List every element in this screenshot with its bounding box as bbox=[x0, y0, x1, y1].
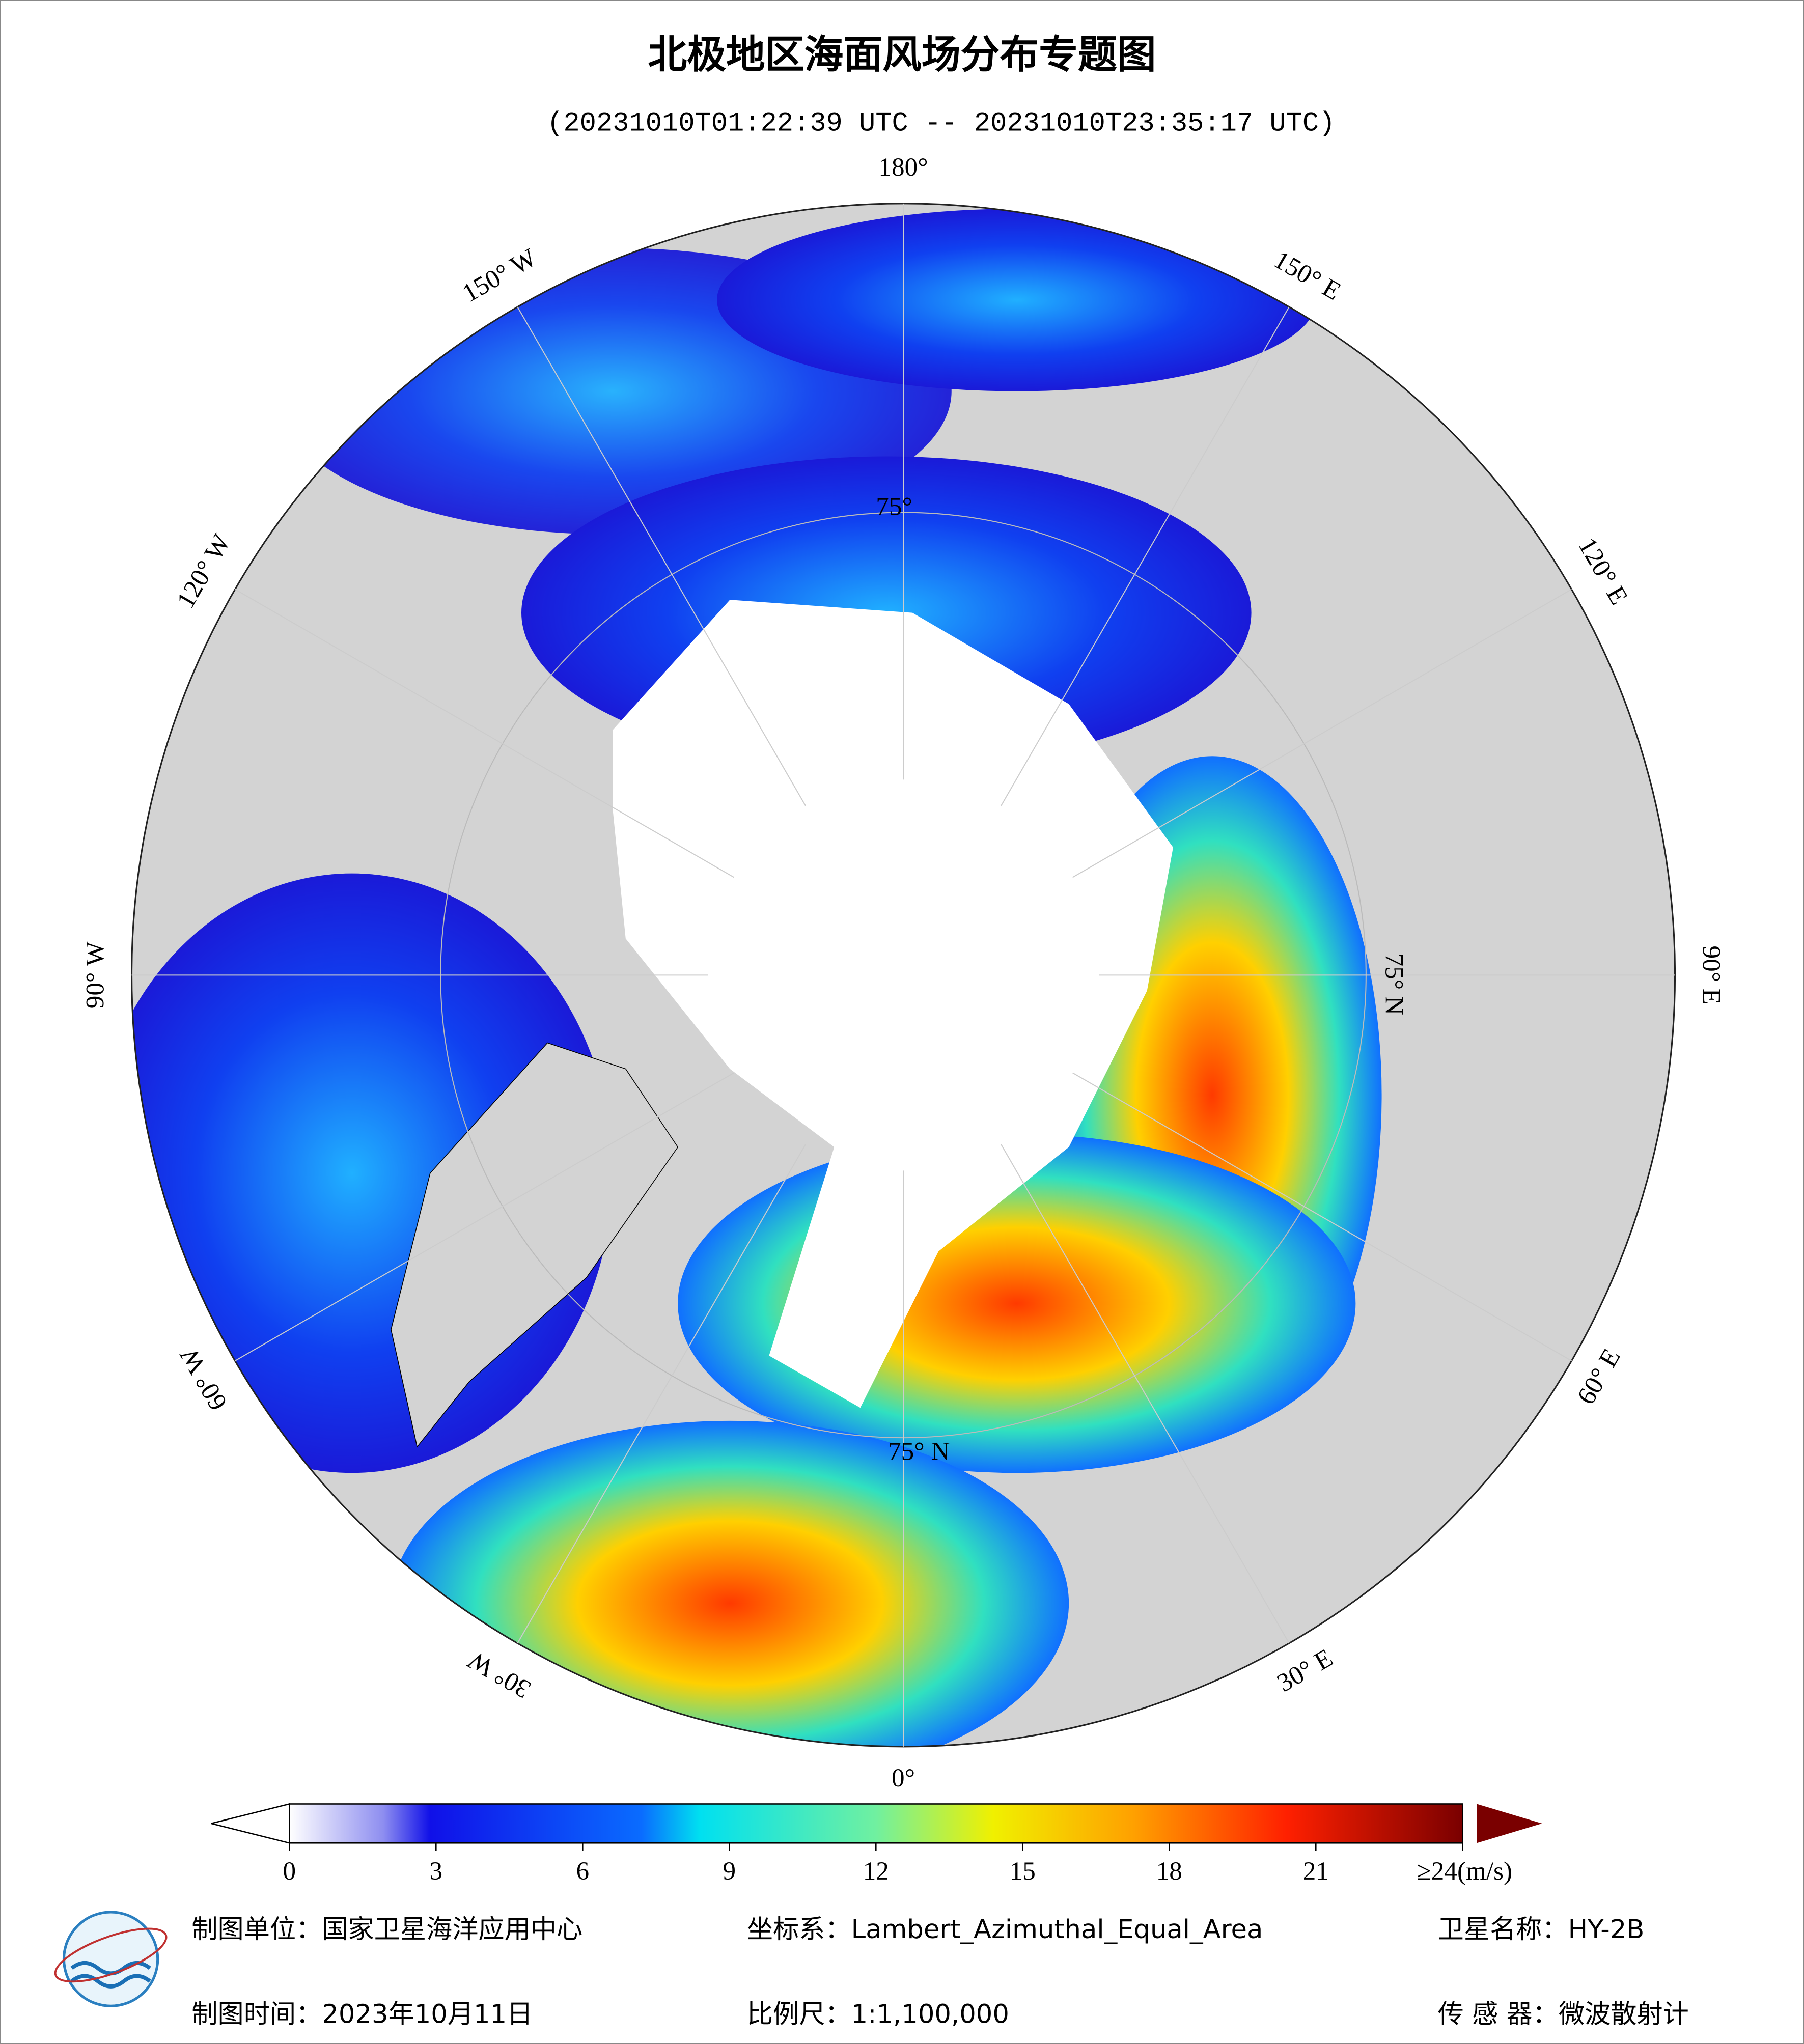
title: 北极地区海面风场分布专题图 bbox=[648, 33, 1156, 78]
meridians bbox=[131, 203, 1675, 1747]
colorbar-tick-label: 18 bbox=[1156, 1857, 1182, 1886]
wind-field bbox=[716, 209, 1317, 391]
longitude-label: 90° W bbox=[81, 941, 110, 1009]
colorbar-tick-label: ≥24(m/s) bbox=[1417, 1857, 1512, 1886]
meridian bbox=[1072, 589, 1572, 878]
longitude-label: 90° E bbox=[1697, 945, 1726, 1004]
footer-scale: 比例尺：1:1,100,000 bbox=[747, 1999, 1009, 2030]
logo bbox=[54, 1911, 168, 2007]
meridian bbox=[235, 589, 735, 878]
colorbar-tick-label: 6 bbox=[576, 1857, 590, 1886]
footer-date: 制图时间：2023年10月11日 bbox=[191, 1999, 533, 2030]
latitude-label: 75° N bbox=[888, 1437, 950, 1466]
meridian bbox=[235, 1072, 735, 1361]
meridian bbox=[1001, 306, 1290, 806]
colorbar-tick-label: 9 bbox=[723, 1857, 736, 1886]
colorbar-tick-label: 3 bbox=[430, 1857, 443, 1886]
colorbar: 0 3 6 9 12 15 18 21 ≥24(m/s) bbox=[211, 1803, 1542, 1886]
colorbar-tick-label: 21 bbox=[1303, 1857, 1329, 1886]
footer-sensor: 传 感 器：微波散射计 bbox=[1438, 1999, 1689, 2030]
footer-projection: 坐标系：Lambert_Azimuthal_Equal_Area bbox=[747, 1914, 1263, 1945]
meridian bbox=[517, 306, 806, 806]
sea-ice bbox=[613, 600, 1173, 1408]
colorbar-over bbox=[1477, 1804, 1542, 1843]
footer-unit: 制图单位：国家卫星海洋应用中心 bbox=[191, 1914, 582, 1945]
subtitle: (20231010T01:22:39 UTC -- 20231010T23:35… bbox=[547, 108, 1335, 139]
colorbar-body bbox=[289, 1803, 1463, 1844]
meridian bbox=[517, 1144, 806, 1644]
latitude-label: 75° bbox=[876, 492, 912, 521]
longitude-label: 180° bbox=[878, 153, 928, 182]
longitude-label: 0° bbox=[892, 1763, 915, 1793]
colorbar-tick-label: 15 bbox=[1010, 1857, 1036, 1886]
colorbar-tick-label: 12 bbox=[863, 1857, 889, 1886]
greenland bbox=[391, 1042, 679, 1448]
meridian bbox=[1001, 1144, 1290, 1644]
colorbar-tick-label: 0 bbox=[283, 1857, 296, 1886]
footer-satellite: 卫星名称：HY-2B bbox=[1438, 1914, 1645, 1945]
meridian bbox=[1072, 1072, 1572, 1361]
map-disc bbox=[131, 203, 1675, 1747]
latitude-label: 75° N bbox=[1379, 954, 1408, 1015]
